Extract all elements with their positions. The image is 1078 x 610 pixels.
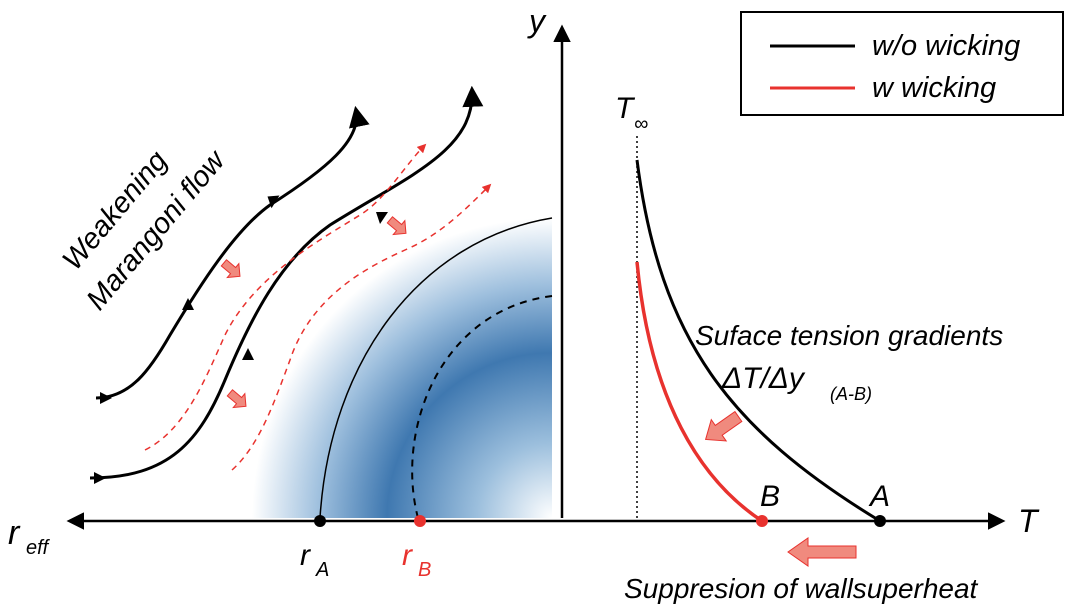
svg-text:r: r xyxy=(300,539,311,572)
streamline-1-arrowhead-lower xyxy=(182,298,194,310)
svg-text:T: T xyxy=(615,92,636,125)
droplet-shape xyxy=(252,218,552,518)
svg-text:(A-B): (A-B) xyxy=(830,384,872,404)
streamline-2 xyxy=(89,85,484,480)
point-b-marker xyxy=(756,515,768,527)
ra-label: r A xyxy=(300,539,329,581)
weakening-arrow-3 xyxy=(386,216,407,236)
svg-text:ΔT/Δy: ΔT/Δy xyxy=(721,362,806,395)
gradients-label-line2: ΔT/Δy (A-B) xyxy=(721,362,872,404)
streamline-1-arrowhead-start xyxy=(100,392,112,404)
streamline-2-arrowhead-start xyxy=(94,472,106,484)
r-eff-label: r eff xyxy=(8,514,51,559)
svg-text:r: r xyxy=(402,539,413,572)
svg-text:eff: eff xyxy=(26,537,51,559)
point-a-marker xyxy=(874,515,886,527)
y-axis-label: y xyxy=(527,3,547,39)
legend: w/o wicking w wicking xyxy=(740,11,1064,116)
weakened-flow-1 xyxy=(144,143,427,451)
svg-text:r: r xyxy=(8,514,21,552)
legend-box xyxy=(740,11,1064,116)
point-ra xyxy=(314,515,326,527)
gradients-label-line1: Suface tension gradients xyxy=(695,320,1003,351)
legend-label-black: w/o wicking xyxy=(872,30,1020,62)
point-a-label: A xyxy=(868,480,890,513)
streamline-2-arrowhead-lower xyxy=(242,348,254,360)
streamline-2-arrowhead-upper xyxy=(376,212,388,224)
point-rb xyxy=(414,515,426,527)
weakening-arrow-1 xyxy=(220,259,241,279)
weakening-arrow-2 xyxy=(226,389,247,409)
suppression-label: Suppresion of wallsuperheat xyxy=(624,573,979,604)
t-axis-label: T xyxy=(1018,503,1040,539)
wicking-boundary-dashed xyxy=(411,295,553,519)
temperature-curve-with-wicking xyxy=(635,261,763,523)
streamline-1 xyxy=(95,105,370,400)
svg-text:∞: ∞ xyxy=(634,113,648,135)
t-infinity-label: T ∞ xyxy=(615,92,648,135)
rb-label: r B xyxy=(402,539,431,581)
gradient-arrow xyxy=(704,410,743,442)
point-b-label: B xyxy=(760,480,780,513)
temperature-curve-without-wicking xyxy=(635,159,881,523)
svg-text:B: B xyxy=(418,559,431,581)
flow-annotation: Weakening Marangoni flow xyxy=(56,143,232,316)
streamline-1-arrowhead-upper xyxy=(267,195,280,209)
droplet-outline xyxy=(319,217,553,519)
svg-text:A: A xyxy=(315,559,329,581)
legend-label-red: w wicking xyxy=(872,72,996,104)
suppression-arrow xyxy=(787,537,857,567)
